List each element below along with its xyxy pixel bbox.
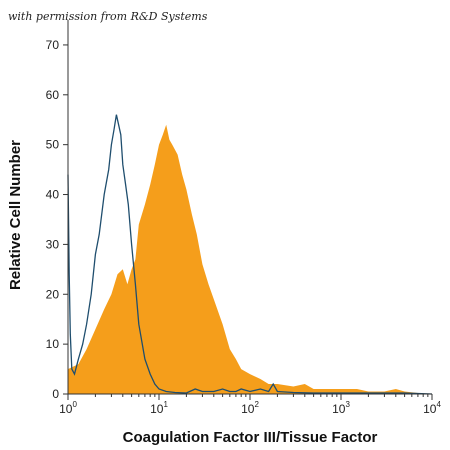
x-tick-label: 104 — [423, 400, 441, 416]
y-tick-label: 10 — [46, 337, 60, 351]
y-tick-label: 0 — [52, 387, 59, 401]
y-tick-label: 30 — [46, 237, 60, 251]
credit-text: with permission from R&D Systems — [8, 10, 208, 23]
x-tick-label: 102 — [241, 400, 259, 416]
y-axis-ticks: 0 10 20 30 40 50 60 70 — [46, 38, 68, 401]
y-tick-label: 50 — [46, 138, 60, 152]
series-stained-histogram — [68, 124, 432, 394]
x-tick-label: 103 — [332, 400, 350, 416]
y-tick-label: 40 — [46, 188, 60, 202]
x-tick-label: 100 — [59, 400, 77, 416]
y-tick-label: 60 — [46, 88, 60, 102]
y-tick-label: 70 — [46, 38, 60, 52]
x-axis-title: Coagulation Factor III/Tissue Factor — [123, 429, 378, 446]
x-axis-ticks: 100 101 102 103 104 — [59, 394, 441, 416]
y-axis-title: Relative Cell Number — [7, 140, 24, 290]
y-tick-label: 20 — [46, 287, 60, 301]
plot-area — [67, 114, 433, 395]
x-tick-label: 101 — [150, 400, 168, 416]
series-control-histogram — [67, 114, 433, 395]
